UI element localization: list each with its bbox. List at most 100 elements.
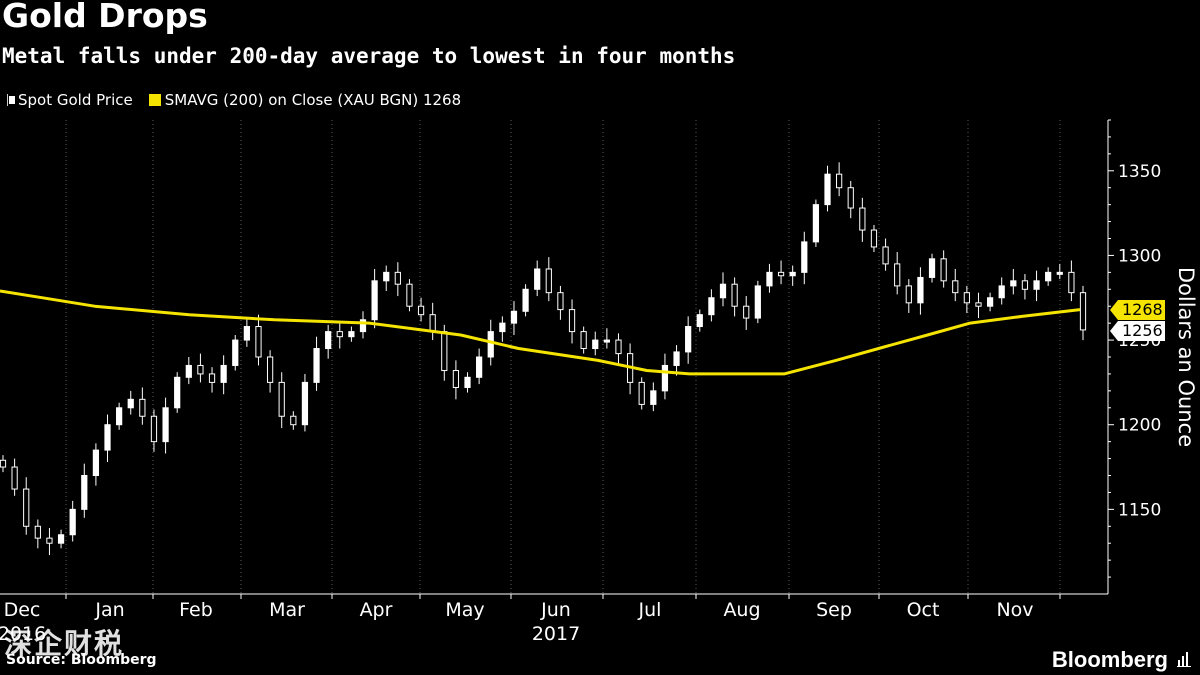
candle-body bbox=[57, 534, 65, 544]
x-tick-label-may: May bbox=[445, 599, 484, 621]
candle-body bbox=[92, 449, 100, 477]
candle-body bbox=[301, 381, 309, 426]
chart-legend: Spot Gold Price SMAVG (200) on Close (XA… bbox=[6, 90, 461, 110]
sma-200-line bbox=[0, 289, 1081, 376]
candle-body bbox=[116, 407, 123, 426]
candle-body bbox=[731, 283, 738, 307]
candle-body bbox=[34, 525, 41, 539]
candle-body bbox=[986, 297, 994, 307]
sma-last-value-badge: 1268 bbox=[1110, 300, 1165, 320]
candle-body bbox=[870, 229, 878, 248]
y-tick-label-1150: 1150 bbox=[1118, 500, 1161, 520]
candle-body bbox=[952, 280, 959, 294]
candle-body bbox=[1010, 280, 1017, 287]
x-tick-label-jun: Jun bbox=[540, 599, 571, 621]
candle-body bbox=[545, 268, 552, 294]
candle-body bbox=[603, 339, 610, 343]
candle-body bbox=[836, 173, 843, 189]
source-note: Source: Bloomberg bbox=[6, 652, 157, 668]
candle-body bbox=[197, 364, 204, 375]
candle-body bbox=[685, 326, 692, 353]
x-tick-label-nov: Nov bbox=[996, 599, 1033, 621]
candle-body bbox=[719, 283, 727, 299]
candle-body bbox=[568, 309, 576, 333]
x-tick-label-oct: Oct bbox=[907, 599, 940, 621]
x-tick-label-aug: Aug bbox=[723, 599, 760, 621]
candle-body bbox=[1021, 280, 1029, 290]
y-tick-label-1300: 1300 bbox=[1118, 246, 1161, 266]
candle-body bbox=[255, 326, 262, 358]
candle-body bbox=[406, 283, 413, 307]
x-tick-label-dec: Dec bbox=[4, 599, 41, 621]
legend-entry-spot: Spot Gold Price bbox=[18, 91, 133, 109]
candle-body bbox=[766, 271, 773, 287]
candle-body bbox=[46, 537, 53, 544]
legend-swatch-sma bbox=[148, 94, 161, 106]
candle-body bbox=[1079, 292, 1087, 331]
candle-body bbox=[592, 339, 599, 350]
candle-body bbox=[743, 305, 750, 319]
x-tick-label-jan: Jan bbox=[94, 599, 124, 621]
candle-body bbox=[162, 407, 169, 443]
x-tick-label-mar: Mar bbox=[269, 599, 305, 621]
candle-body bbox=[11, 466, 18, 490]
candle-body bbox=[894, 263, 901, 287]
candle-body bbox=[1033, 280, 1040, 290]
x-tick-label-jul: Jul bbox=[638, 599, 662, 621]
x-year-label-2016: 2016 bbox=[0, 623, 46, 645]
candle-body bbox=[441, 331, 448, 372]
candle-body bbox=[998, 285, 1005, 299]
x-tick-label-feb: Feb bbox=[179, 599, 213, 621]
candle-body bbox=[661, 364, 669, 392]
candle-body bbox=[557, 292, 564, 311]
candle-body bbox=[777, 271, 785, 277]
candle-body bbox=[232, 339, 239, 366]
y-tick-label-1200: 1200 bbox=[1118, 416, 1161, 436]
candle-body bbox=[882, 246, 889, 265]
y-axis-label: Dollars an Ounce bbox=[1174, 266, 1198, 448]
candle-body bbox=[812, 204, 820, 243]
brand-logo: Bloomberg bbox=[1051, 647, 1168, 672]
candle-body bbox=[534, 268, 541, 290]
candle-body bbox=[313, 348, 320, 383]
candle-body bbox=[452, 370, 460, 388]
chart-subtitle: Metal falls under 200-day average to low… bbox=[2, 44, 736, 68]
candle-body bbox=[789, 271, 796, 277]
candle-body bbox=[476, 356, 483, 378]
candle-body bbox=[905, 285, 912, 304]
candle-body bbox=[940, 258, 947, 282]
candle-body bbox=[139, 398, 146, 417]
candle-body bbox=[429, 314, 436, 333]
candle-body bbox=[383, 271, 390, 282]
candle-body bbox=[638, 381, 645, 405]
candle-body bbox=[417, 305, 425, 316]
candle-body bbox=[708, 297, 715, 316]
chart-title: Gold Drops bbox=[2, 0, 208, 35]
candle-body bbox=[359, 319, 367, 333]
candle-body bbox=[220, 364, 227, 383]
candle-body bbox=[81, 475, 88, 510]
candle-body bbox=[394, 271, 401, 285]
candle-body bbox=[348, 331, 355, 338]
candle-body bbox=[499, 322, 506, 333]
candle-body bbox=[673, 351, 680, 366]
candle-body bbox=[917, 276, 924, 304]
candle-body bbox=[0, 459, 7, 468]
bloomberg-mark-icon bbox=[1176, 650, 1192, 668]
candle-body bbox=[290, 415, 297, 426]
candle-body bbox=[487, 331, 494, 358]
y-tick-label-1350: 1350 bbox=[1118, 162, 1161, 182]
candle-body bbox=[522, 288, 529, 312]
x-tick-label-sep: Sep bbox=[816, 599, 852, 621]
candle-body bbox=[963, 292, 970, 304]
candle-body bbox=[928, 258, 936, 278]
candle-body bbox=[754, 285, 761, 319]
candle-body bbox=[1045, 271, 1052, 282]
spot-last-value-badge: 1256 bbox=[1110, 321, 1165, 341]
watermark: 深企财税 bbox=[4, 627, 125, 660]
candle-body bbox=[243, 326, 250, 341]
legend-entry-sma: SMAVG (200) on Close (XAU BGN) 1268 bbox=[164, 91, 462, 109]
candle-body bbox=[69, 508, 76, 536]
